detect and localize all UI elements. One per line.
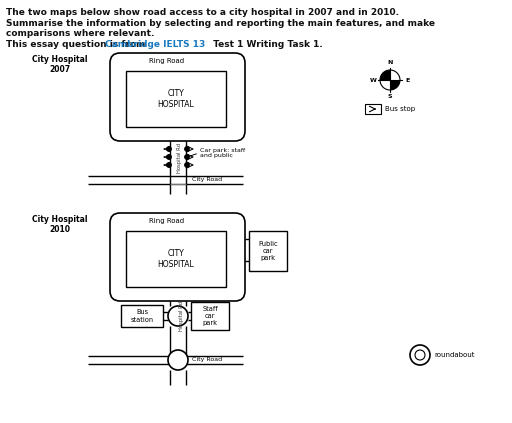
Text: This essay question is from: This essay question is from: [6, 40, 148, 49]
Circle shape: [167, 147, 171, 151]
Circle shape: [168, 306, 188, 326]
Text: Summarise the information by selecting and reporting the main features, and make: Summarise the information by selecting a…: [6, 19, 435, 28]
Text: City Road: City Road: [192, 178, 222, 182]
Bar: [126, 71, 226, 127]
Text: The two maps below show road access to a city hospital in 2007 and in 2010.: The two maps below show road access to a…: [6, 8, 399, 17]
Text: Ring Road: Ring Road: [149, 58, 184, 64]
Circle shape: [167, 163, 171, 167]
Circle shape: [415, 350, 425, 360]
Text: Car park: staff
and public: Car park: staff and public: [200, 148, 245, 158]
Text: Hospital Rd: Hospital Rd: [179, 301, 183, 331]
Text: comparisons where relevant.: comparisons where relevant.: [6, 29, 155, 38]
Text: Cambridge IELTS 13: Cambridge IELTS 13: [105, 40, 205, 49]
Bar: [249, 231, 287, 271]
Polygon shape: [390, 80, 400, 90]
Text: City Road: City Road: [192, 357, 222, 363]
Text: Public
car
park: Public car park: [258, 241, 278, 261]
Text: roundabout: roundabout: [434, 352, 475, 358]
Text: Bus
station: Bus station: [131, 310, 154, 322]
Circle shape: [410, 345, 430, 365]
Text: W: W: [370, 77, 376, 82]
Text: Bus stop: Bus stop: [385, 106, 415, 112]
Circle shape: [167, 155, 171, 159]
Text: City Hospital
2010: City Hospital 2010: [32, 215, 88, 234]
FancyBboxPatch shape: [110, 53, 245, 141]
Circle shape: [168, 350, 188, 370]
Circle shape: [185, 155, 189, 159]
Circle shape: [380, 70, 400, 90]
Text: E: E: [405, 77, 409, 82]
Polygon shape: [380, 70, 390, 80]
Bar: [126, 231, 226, 287]
Text: CITY
HOSPITAL: CITY HOSPITAL: [158, 249, 195, 269]
Bar: [191, 302, 229, 330]
Text: N: N: [387, 60, 393, 66]
Text: City Hospital
2007: City Hospital 2007: [32, 55, 88, 74]
Text: S: S: [388, 94, 392, 99]
Text: Hospital Rd: Hospital Rd: [178, 143, 182, 173]
Text: Test 1 Writing Task 1.: Test 1 Writing Task 1.: [210, 40, 323, 49]
Bar: [121, 305, 163, 327]
Text: CITY
HOSPITAL: CITY HOSPITAL: [158, 89, 195, 109]
Bar: [365, 104, 381, 114]
Circle shape: [185, 163, 189, 167]
Circle shape: [185, 147, 189, 151]
FancyBboxPatch shape: [110, 213, 245, 301]
Text: Ring Road: Ring Road: [149, 218, 184, 224]
Text: Staff
car
park: Staff car park: [202, 306, 218, 326]
